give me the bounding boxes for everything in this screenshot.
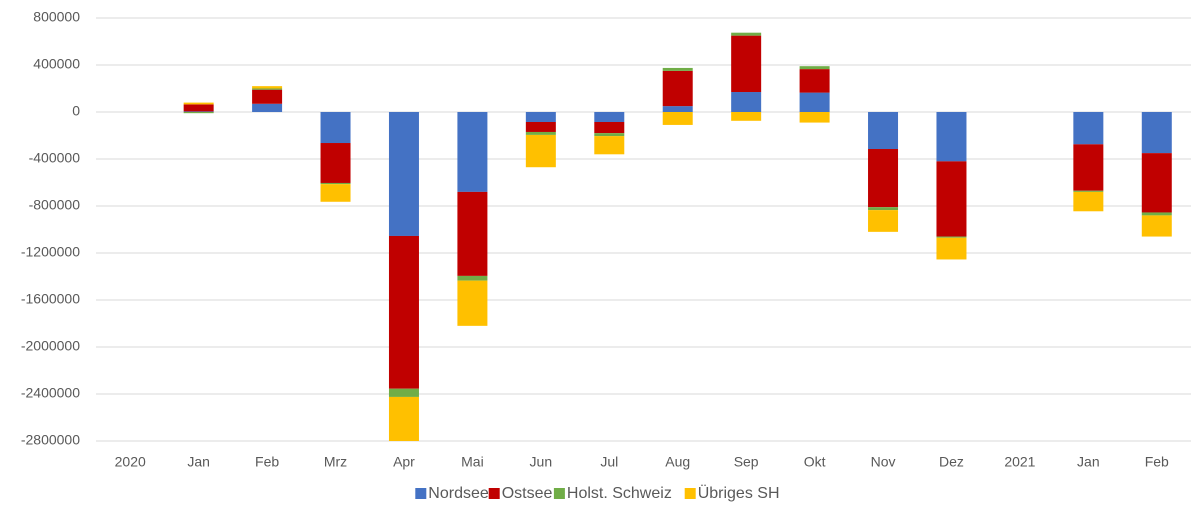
y-tick-label: -1600000 — [21, 291, 80, 307]
y-tick-label: 400000 — [33, 56, 80, 72]
x-tick-label: 2021 — [1004, 454, 1035, 470]
legend-swatch — [488, 488, 500, 499]
bar-segment — [731, 35, 762, 93]
x-tick-label: Feb — [255, 454, 279, 470]
y-tick-label: -2800000 — [21, 432, 80, 448]
bar-segment — [594, 133, 625, 137]
y-tick-label: -2400000 — [21, 385, 80, 401]
bar-segment — [252, 88, 283, 90]
bar-segment — [388, 396, 419, 441]
bar-segment — [525, 134, 556, 168]
bar-segment — [799, 112, 830, 123]
bar-segment — [525, 131, 556, 135]
bar-segment — [320, 112, 351, 144]
bar-segment — [799, 69, 830, 93]
bar-segment — [183, 112, 214, 114]
y-tick-label: 800000 — [33, 9, 80, 25]
legend-swatch — [415, 488, 427, 499]
bar-segment — [731, 92, 762, 112]
bar-segment — [799, 92, 830, 112]
bar-segment — [594, 136, 625, 155]
legend-label: Nordsee — [428, 485, 489, 502]
x-tick-label: Apr — [393, 454, 415, 470]
bar-segment — [936, 237, 967, 260]
x-tick-label: Okt — [804, 454, 826, 470]
bar-segment — [1141, 215, 1172, 237]
bar-segment — [731, 32, 762, 36]
bar-segment — [594, 112, 625, 122]
x-tick-label: Aug — [665, 454, 690, 470]
bar-segment — [1141, 212, 1172, 216]
bar-segment — [1073, 191, 1104, 212]
x-tick-label: Jul — [600, 454, 618, 470]
y-tick-label: -800000 — [29, 197, 81, 213]
bar-segment — [457, 191, 488, 276]
bar-segment — [1141, 112, 1172, 154]
bar-segment — [183, 102, 214, 105]
legend-label: Übriges SH — [698, 484, 780, 502]
legend-label: Ostsee — [502, 485, 553, 502]
bar-segment — [1073, 112, 1104, 145]
bar-segment — [731, 112, 762, 121]
bar-segment — [252, 86, 283, 89]
x-tick-label: Mrz — [324, 454, 347, 470]
bar-segment — [457, 112, 488, 192]
labels: -2800000 -2400000 -2000000 -1600000 -1200000… — [21, 9, 1169, 470]
x-tick-label: Feb — [1145, 454, 1169, 470]
y-tick-label: -400000 — [29, 150, 81, 166]
bar-segment — [662, 112, 693, 125]
bar-segment — [936, 161, 967, 237]
bar-segment — [320, 182, 351, 185]
bar-segment — [936, 236, 967, 238]
x-tick-label: 2020 — [115, 454, 146, 470]
bar-segment — [868, 149, 899, 208]
bar-segment — [388, 112, 419, 236]
y-tick-label: 0 — [72, 103, 80, 119]
bar-segment — [868, 207, 899, 211]
bars — [183, 32, 1172, 441]
bar-segment — [252, 103, 283, 112]
bar-segment — [388, 235, 419, 389]
x-tick-label: Dez — [939, 454, 964, 470]
bar-segment — [525, 121, 556, 132]
bar-segment — [320, 184, 351, 202]
x-tick-label: Jan — [1077, 454, 1100, 470]
x-tick-label: Jan — [187, 454, 210, 470]
bar-segment — [525, 112, 556, 122]
x-tick-label: Sep — [734, 454, 759, 470]
bar-segment — [662, 70, 693, 107]
bar-segment — [457, 275, 488, 281]
legend-swatch — [553, 488, 565, 499]
bar-segment — [252, 89, 283, 104]
bar-segment — [388, 388, 419, 397]
bar-segment — [594, 121, 625, 134]
grid — [96, 17, 1191, 442]
bar-segment — [183, 104, 214, 112]
bar-segment — [662, 67, 693, 71]
bar-segment — [320, 143, 351, 183]
bar-segment — [662, 106, 693, 112]
x-tick-label: Nov — [871, 454, 896, 470]
bar-segment — [1073, 144, 1104, 191]
bar-segment — [799, 66, 830, 70]
y-tick-label: -1200000 — [21, 244, 80, 260]
y-tick-label: -2000000 — [21, 338, 80, 354]
legend-swatch — [684, 488, 696, 499]
bar-segment — [457, 280, 488, 326]
x-tick-label: Jun — [530, 454, 553, 470]
legend: Nordsee Ostsee Holst. Schweiz Übriges SH — [415, 484, 780, 502]
x-tick-label: Mai — [461, 454, 484, 470]
bar-segment — [1141, 153, 1172, 213]
bar-segment — [868, 112, 899, 150]
bar-segment — [1073, 190, 1104, 192]
legend-label: Holst. Schweiz — [567, 485, 672, 502]
bar-segment — [183, 111, 214, 112]
bar-segment — [868, 210, 899, 232]
bar-segment — [936, 112, 967, 162]
